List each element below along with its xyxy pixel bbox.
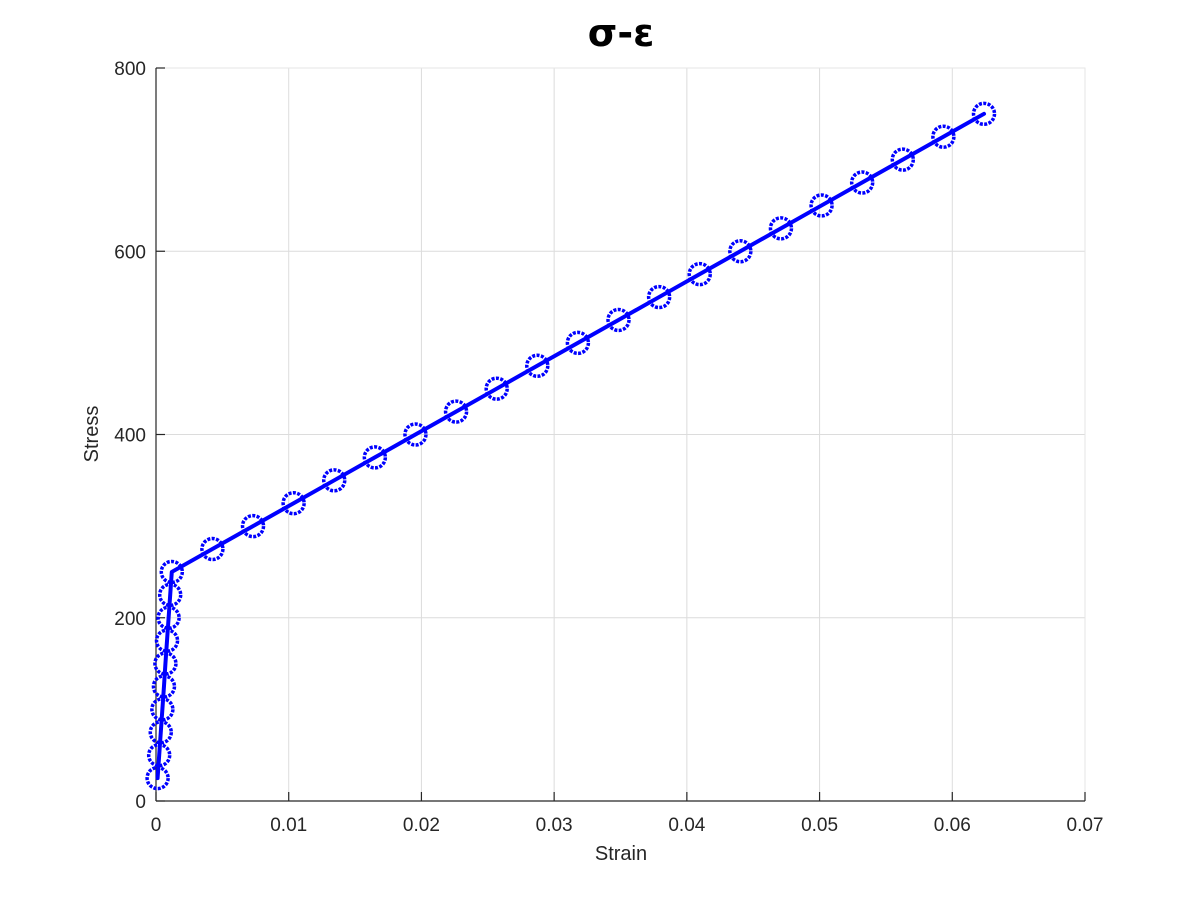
x-tick-label: 0.03	[536, 815, 573, 836]
x-tick-label: 0	[151, 815, 162, 836]
y-axis-label: Stress	[81, 406, 103, 463]
data-point	[362, 445, 388, 470]
x-axis-label: Strain	[595, 843, 647, 865]
data-point	[890, 147, 916, 172]
x-tick-label: 0.02	[403, 815, 440, 836]
data-point	[240, 513, 266, 539]
x-tick-label: 0.05	[801, 815, 838, 836]
data-point	[159, 559, 185, 585]
data-point	[443, 399, 469, 424]
data-point	[150, 697, 175, 722]
data-point	[768, 216, 794, 241]
data-series	[145, 101, 997, 791]
y-tick-label: 600	[114, 242, 146, 263]
data-point	[728, 239, 753, 264]
data-point	[154, 628, 180, 653]
data-point	[157, 582, 183, 608]
x-tick-label: 0.07	[1067, 815, 1104, 836]
data-point	[809, 193, 834, 218]
data-point	[281, 490, 306, 516]
data-point	[606, 307, 631, 333]
data-point	[484, 376, 509, 401]
data-point	[646, 284, 672, 310]
chart-title: σ-ε	[588, 11, 655, 55]
y-tick-label: 200	[114, 609, 146, 630]
data-point	[687, 261, 712, 287]
data-point	[525, 353, 550, 379]
y-tick-label: 0	[135, 792, 146, 813]
data-point	[145, 765, 170, 791]
data-point	[146, 742, 172, 768]
y-tick-label: 800	[114, 59, 146, 80]
data-point	[156, 605, 181, 630]
data-point	[849, 170, 875, 195]
data-point	[971, 101, 997, 127]
data-point	[565, 330, 591, 356]
y-tick-label: 400	[114, 426, 146, 447]
x-tick-label: 0.01	[270, 815, 307, 836]
x-axis-ticks: 0 0.01 0.02 0.03 0.04 0.05 0.06 0.07	[151, 792, 1104, 836]
grid-lines	[155, 67, 1086, 802]
series-0	[145, 101, 997, 791]
data-point	[403, 422, 428, 447]
y-axis-ticks: 0 200 400 600 800	[114, 59, 165, 813]
data-point	[153, 651, 178, 676]
data-point	[931, 124, 956, 149]
x-tick-label: 0.06	[934, 815, 971, 836]
series-line	[155, 111, 987, 781]
x-tick-label: 0.04	[668, 815, 705, 836]
data-point	[148, 720, 174, 745]
data-point	[151, 674, 177, 699]
data-point	[321, 468, 347, 493]
data-point	[200, 536, 225, 562]
